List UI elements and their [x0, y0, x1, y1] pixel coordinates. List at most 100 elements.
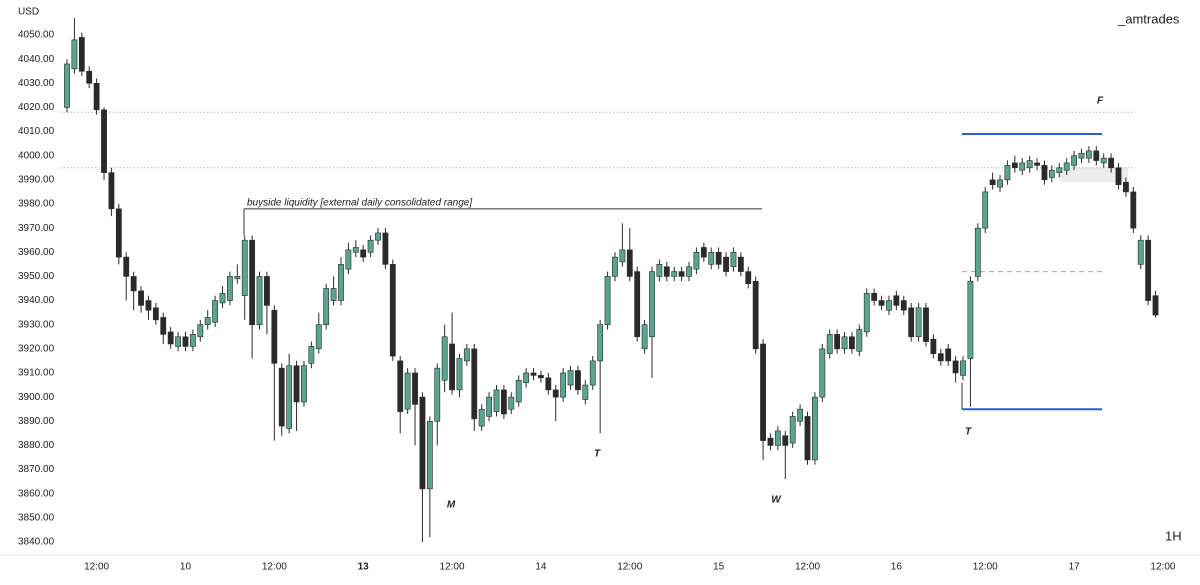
candle-body [945, 348, 952, 362]
candle-body [249, 239, 256, 325]
annotation: buyside liquidity [external daily consol… [247, 198, 472, 209]
candle-body [212, 300, 218, 323]
candle-body [138, 290, 144, 306]
candle-body [752, 280, 759, 350]
candle-body [708, 251, 715, 265]
candle-body [782, 435, 789, 446]
candle-body [619, 249, 626, 263]
candle-body [1048, 169, 1055, 178]
candle-body [227, 276, 233, 301]
candle-body [471, 348, 478, 420]
candle-body [375, 232, 381, 241]
candle-body [1078, 152, 1085, 159]
candle-body [1056, 167, 1063, 173]
candle-body [730, 251, 737, 268]
candle-body [582, 384, 589, 400]
candle-body [330, 288, 337, 301]
y-tick-label: 3970.00 [18, 223, 55, 234]
candle-body [774, 430, 781, 446]
candle-body [101, 109, 107, 173]
y-tick-label: 4010.00 [18, 126, 55, 137]
y-tick-label: 4000.00 [18, 150, 55, 161]
candle-body [626, 249, 633, 277]
y-tick-label: 3850.00 [18, 512, 55, 523]
x-tick-label: 12:00 [84, 562, 109, 573]
x-tick-label: 17 [1069, 562, 1081, 573]
candle-body [197, 324, 204, 338]
candle-body [589, 360, 596, 386]
candle-body [167, 331, 174, 345]
y-tick-label: 3930.00 [18, 319, 55, 330]
candle-body [508, 396, 515, 410]
candle-body [382, 232, 389, 265]
candle-body [804, 416, 811, 461]
x-tick-label: 12:00 [973, 562, 998, 573]
candle-body [856, 329, 863, 352]
candle-body [634, 271, 641, 338]
x-tick-label: 12:00 [262, 562, 287, 573]
candle-body [538, 375, 544, 379]
candle-body [493, 389, 500, 412]
candle-body [456, 358, 463, 391]
candle-body [93, 82, 100, 111]
y-tick-label: 3910.00 [18, 368, 55, 379]
y-tick-label: 4020.00 [18, 102, 55, 113]
candle-body [797, 408, 803, 422]
candle-body [671, 271, 678, 277]
x-tick-label: 15 [713, 562, 725, 573]
candle-body [308, 346, 315, 364]
candle-body [915, 307, 922, 338]
y-tick-label: 3940.00 [18, 295, 55, 306]
candle-body [937, 353, 944, 362]
candle-body [960, 360, 966, 376]
candle-body [849, 336, 855, 350]
candle-body [389, 264, 396, 357]
candle-body [115, 208, 122, 258]
candle-body [678, 271, 685, 277]
candle-body [604, 276, 611, 325]
candle-body [234, 276, 241, 280]
candle-body [152, 307, 159, 321]
candle-body [1004, 165, 1011, 181]
x-tick-label: 12:00 [440, 562, 465, 573]
y-tick-label: 3890.00 [18, 416, 55, 427]
candle-body [575, 370, 581, 391]
candle-body [441, 336, 448, 381]
y-tick-label: 3960.00 [18, 247, 55, 258]
candle-body [486, 396, 492, 417]
candle-body [301, 365, 307, 403]
candle-body [789, 416, 796, 444]
candle-body [1123, 181, 1129, 193]
candle-body [1034, 162, 1040, 166]
annotation: F [1097, 96, 1104, 107]
candle-body [256, 276, 263, 325]
candle-body [737, 256, 744, 272]
candle-body [612, 256, 618, 277]
candle-body [930, 338, 937, 354]
y-tick-label: 4030.00 [18, 78, 55, 89]
candle-body [182, 336, 189, 347]
candle-body [515, 379, 522, 403]
candle-body [189, 334, 196, 347]
candle-body [360, 249, 367, 258]
candle-body [1130, 191, 1137, 229]
candle-body [560, 372, 567, 398]
y-tick-label: 4050.00 [18, 30, 55, 41]
candle-body [352, 247, 359, 253]
candle-body [463, 348, 470, 362]
candle-body [1041, 165, 1048, 181]
candle-body [264, 276, 270, 306]
candle-body [1071, 155, 1077, 166]
annotation: T [594, 449, 601, 460]
interval-label: 1H [1165, 528, 1182, 543]
watermark: _amtrades [1117, 11, 1180, 26]
candle-body [271, 309, 278, 364]
candle-body [812, 396, 818, 461]
y-tick-label: 3880.00 [18, 440, 55, 451]
candle-body [649, 271, 655, 338]
y-tick-label: 3920.00 [18, 343, 55, 354]
candle-body [1100, 157, 1107, 164]
candle-body [523, 372, 530, 383]
